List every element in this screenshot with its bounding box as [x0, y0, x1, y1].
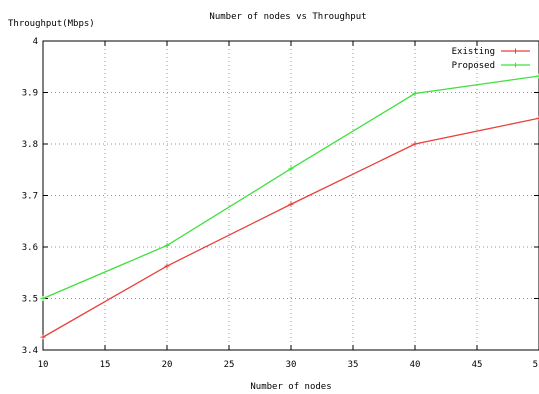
x-tick-label: 15 [100, 360, 111, 370]
data-point [536, 73, 539, 79]
axis-ticks: 10 15 20 25 30 35 40 45 5 3.4 3.5 3.6 3.7 3.8 3.9 4 [22, 37, 539, 370]
series-layer [40, 73, 539, 340]
plot-frame [42, 40, 539, 351]
x-tick-label: 25 [224, 360, 235, 370]
y-tick-label: 3.8 [22, 140, 38, 150]
data-point [288, 201, 294, 207]
y-tick-label: 3.5 [22, 295, 38, 305]
legend: Existing Proposed [452, 47, 530, 71]
x-axis-label: Number of nodes [250, 382, 331, 392]
data-point [412, 91, 418, 97]
series-line-existing [42, 117, 539, 338]
data-point [164, 242, 170, 248]
y-tick-label: 3.9 [22, 89, 38, 99]
data-point [412, 141, 418, 147]
y-tick-label: 3.7 [22, 192, 38, 202]
legend-marker [513, 48, 518, 54]
y-tick-label: 4 [33, 37, 38, 47]
x-tick-label: 5 [533, 360, 538, 370]
y-tick-label: 3.6 [22, 243, 38, 253]
x-tick-label: 40 [410, 360, 421, 370]
data-point [40, 296, 46, 301]
chart-title: Number of nodes vs Throughput [209, 12, 366, 22]
x-tick-label: 45 [472, 360, 483, 370]
x-tick-label: 35 [348, 360, 359, 370]
data-point [288, 166, 294, 172]
data-point [40, 334, 46, 340]
y-tick-label: 3.4 [22, 346, 38, 356]
data-point [536, 115, 539, 121]
legend-marker [513, 62, 518, 68]
grid [43, 41, 539, 350]
x-tick-label: 30 [286, 360, 297, 370]
x-tick-label: 10 [38, 360, 49, 370]
legend-label: Existing [452, 47, 495, 57]
legend-label: Proposed [452, 61, 495, 71]
data-point [164, 263, 170, 269]
y-axis-label: Throughput(Mbps) [8, 19, 95, 29]
x-tick-label: 20 [162, 360, 173, 370]
